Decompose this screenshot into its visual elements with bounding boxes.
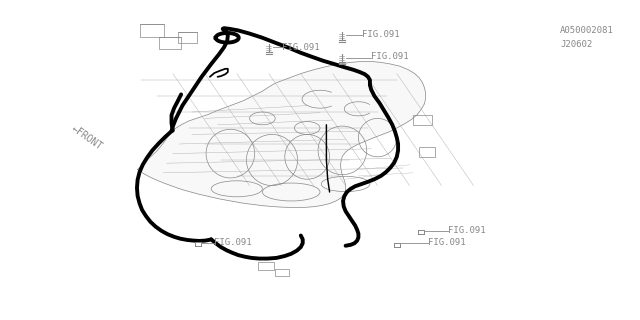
Text: FIG.091: FIG.091 bbox=[282, 43, 319, 52]
Text: FIG.091: FIG.091 bbox=[214, 238, 252, 247]
Bar bbox=[419, 147, 435, 157]
Text: FIG.091: FIG.091 bbox=[448, 226, 486, 235]
Text: FIG.091: FIG.091 bbox=[371, 52, 409, 61]
Bar bbox=[178, 32, 197, 43]
Text: FIG.091: FIG.091 bbox=[362, 30, 399, 39]
Text: ←FRONT: ←FRONT bbox=[69, 124, 104, 152]
Bar bbox=[140, 24, 164, 37]
Bar bbox=[159, 37, 181, 49]
Text: FIG.091: FIG.091 bbox=[428, 238, 465, 247]
Bar bbox=[258, 262, 274, 270]
Bar bbox=[275, 269, 289, 276]
Text: A050002081: A050002081 bbox=[560, 26, 614, 35]
Polygon shape bbox=[138, 61, 426, 207]
Text: J20602: J20602 bbox=[560, 40, 592, 49]
Bar bbox=[413, 115, 432, 125]
